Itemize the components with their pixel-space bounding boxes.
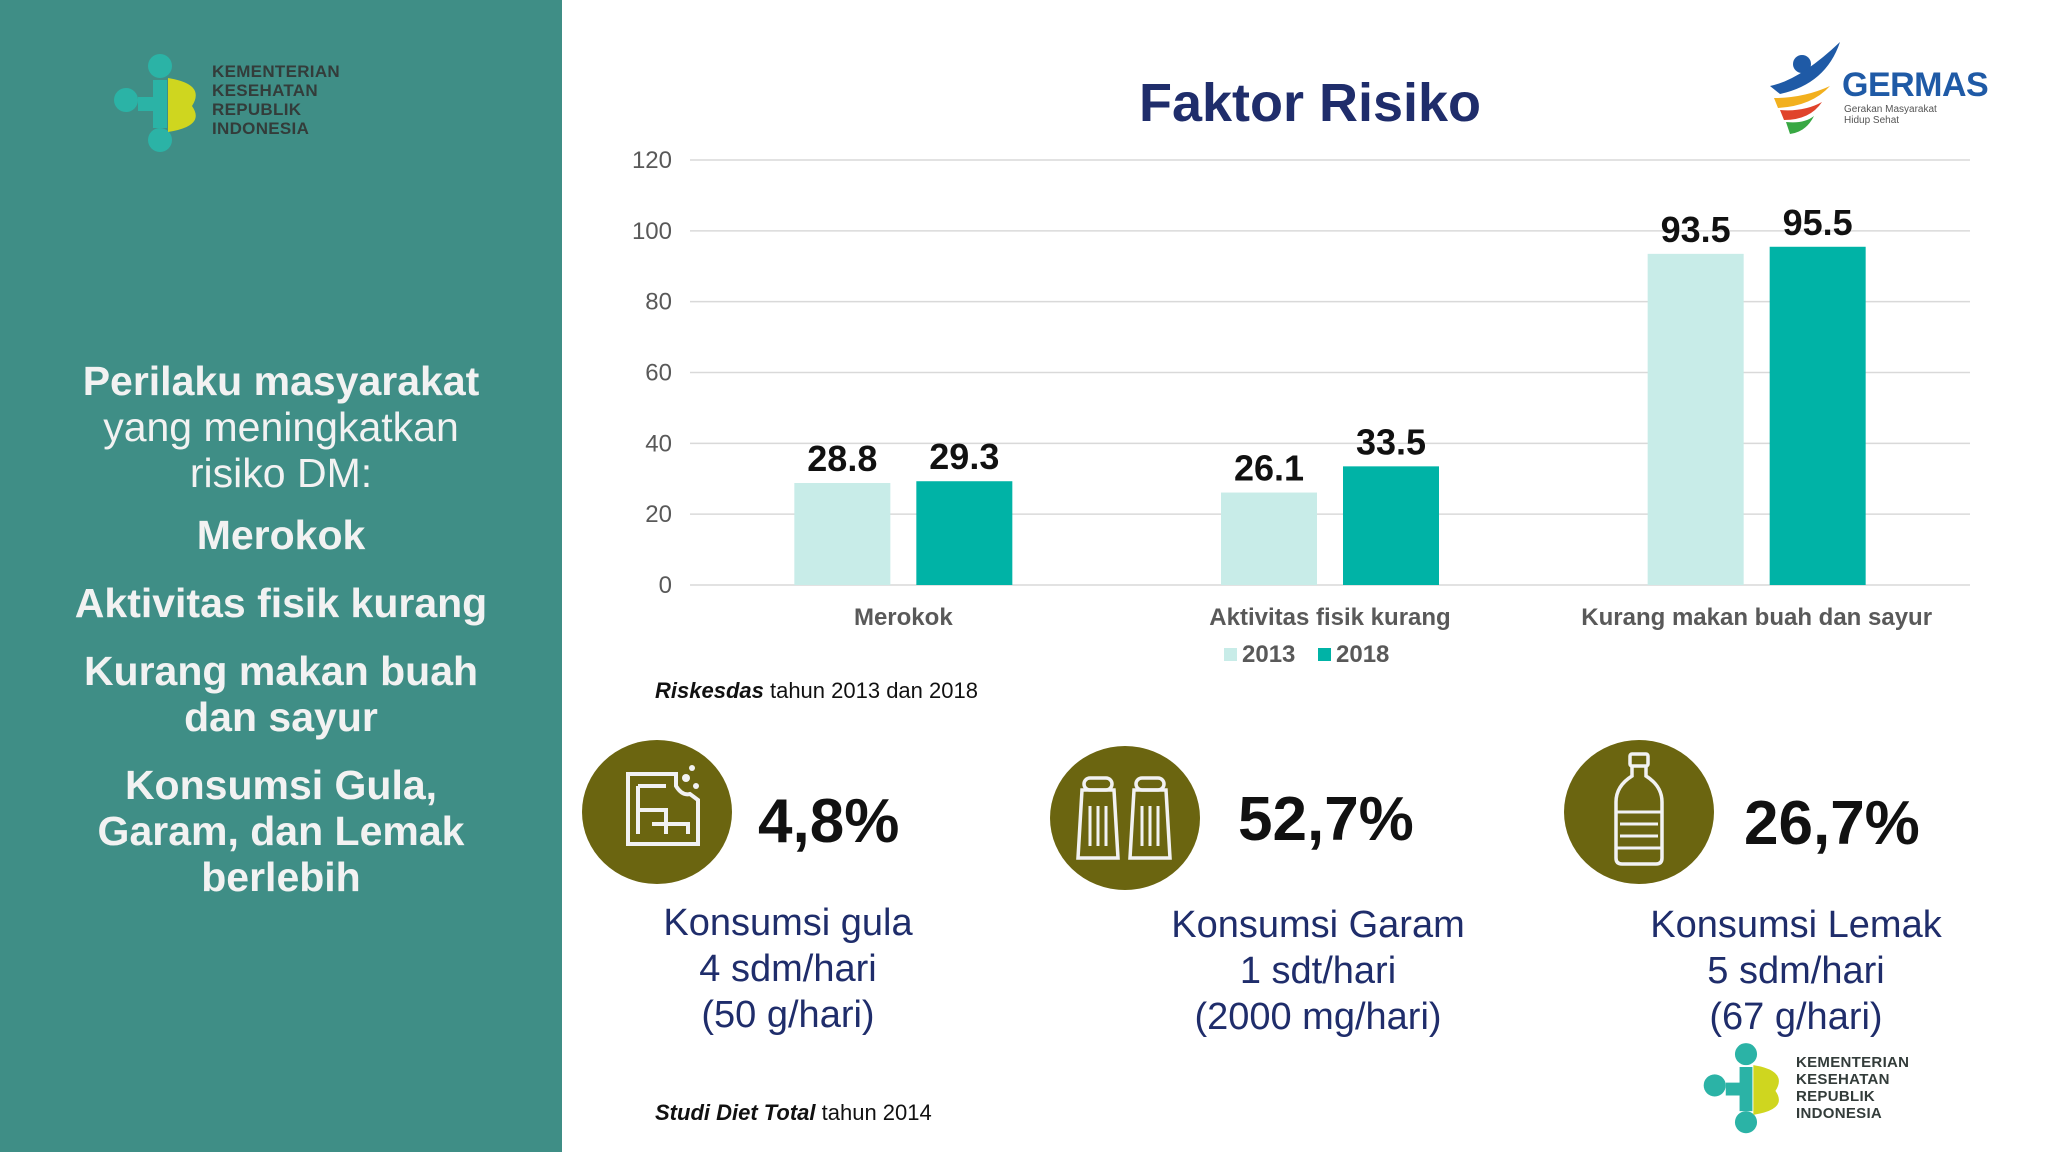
legend-swatch xyxy=(1224,648,1237,661)
sidebar-intro-line: yang meningkatkan xyxy=(103,404,459,450)
salt-shaker-icon xyxy=(1050,746,1200,890)
sidebar-item-label: Konsumsi Gula, xyxy=(124,762,438,808)
sidebar-intro: Perilaku masyarakat yang meningkatkan ri… xyxy=(0,358,562,496)
stat-label-line: 1 sdt/hari xyxy=(1239,950,1397,992)
data-label: 29.3 xyxy=(929,436,999,477)
sidebar-item-label: dan sayur xyxy=(184,694,378,740)
sidebar-item-merokok: Merokok xyxy=(0,512,562,558)
stat-label-line: (50 g/hari) xyxy=(701,994,875,1036)
germas-wordmark: GERMAS xyxy=(1842,66,1989,104)
y-tick-label: 20 xyxy=(645,501,672,528)
sidebar-intro-line: risiko DM: xyxy=(189,450,373,496)
stat-label-line: Konsumsi Garam xyxy=(1171,904,1465,946)
germas-logo: GERMAS Gerakan Masyarakat Hidup Sehat xyxy=(1760,36,1989,146)
bar xyxy=(916,481,1013,585)
germas-tagline: Hidup Sehat xyxy=(1844,115,1900,126)
logo-line: KEMENTERIAN xyxy=(212,62,340,81)
stat-label-line: Konsumsi Lemak xyxy=(1650,904,1942,946)
kemenkes-logo-bottom: KEMENTERIAN KESEHATAN REPUBLIK INDONESIA xyxy=(1700,1038,1930,1148)
sidebar-item-label: berlebih xyxy=(201,854,361,900)
stat-label-line: 4 sdm/hari xyxy=(699,948,877,990)
bar xyxy=(1769,246,1866,585)
germas-tagline: Gerakan Masyarakat xyxy=(1844,104,1937,115)
data-label: 28.8 xyxy=(807,438,877,479)
source-detail: tahun 2014 xyxy=(815,1100,932,1125)
x-tick-label: Kurang makan buah dan sayur xyxy=(1581,604,1932,631)
chart-source: Riskesdas tahun 2013 dan 2018 xyxy=(655,678,978,704)
stats-source: Studi Diet Total tahun 2014 xyxy=(655,1100,932,1126)
stat-label: Konsumsi gula 4 sdm/hari (50 g/hari) xyxy=(588,900,988,1038)
logo-line: INDONESIA xyxy=(212,119,310,138)
source-name: Riskesdas xyxy=(655,678,764,703)
sidebar-intro-bold: Perilaku masyarakat xyxy=(82,358,480,404)
data-label: 26.1 xyxy=(1234,448,1304,489)
sidebar-item-aktivitas: Aktivitas fisik kurang xyxy=(0,580,562,626)
stat-label-line: (2000 mg/hari) xyxy=(1194,996,1442,1038)
sidebar-item-label: Aktivitas fisik kurang xyxy=(74,580,488,626)
stat-percent: 52,7% xyxy=(1238,785,1414,854)
logo-line: KESEHATAN xyxy=(212,81,318,100)
y-tick-label: 0 xyxy=(659,572,672,599)
stat-label-line: 5 sdm/hari xyxy=(1707,950,1885,992)
sidebar-item-label: Garam, dan Lemak xyxy=(97,808,465,854)
legend-swatch xyxy=(1318,648,1331,661)
sidebar: KEMENTERIAN KESEHATAN REPUBLIK INDONESIA… xyxy=(0,0,562,1152)
logo-line: KESEHATAN xyxy=(1796,1071,1890,1088)
kemenkes-emblem-icon xyxy=(114,54,196,152)
logo-line: INDONESIA xyxy=(1796,1105,1883,1122)
x-tick-label: Merokok xyxy=(854,604,953,631)
sidebar-item-label: Kurang makan buah xyxy=(83,648,479,694)
sidebar-item-buah-sayur: Kurang makan buah dan sayur xyxy=(0,648,562,740)
bar xyxy=(794,483,891,585)
stat-percent: 4,8% xyxy=(758,787,900,856)
data-label: 95.5 xyxy=(1783,202,1853,243)
kemenkes-emblem-icon xyxy=(1703,1043,1779,1134)
stat-label: Konsumsi Lemak 5 sdm/hari (67 g/hari) xyxy=(1596,902,1996,1040)
x-tick-label: Aktivitas fisik kurang xyxy=(1209,604,1450,631)
stat-label: Konsumsi Garam 1 sdt/hari (2000 mg/hari) xyxy=(1118,902,1518,1040)
data-label: 93.5 xyxy=(1661,209,1731,250)
stat-label-line: (67 g/hari) xyxy=(1709,996,1883,1038)
source-detail: tahun 2013 dan 2018 xyxy=(763,678,978,703)
data-label: 33.5 xyxy=(1356,421,1426,462)
germas-emblem-icon xyxy=(1770,42,1840,134)
kemenkes-logo: KEMENTERIAN KESEHATAN REPUBLIK INDONESIA xyxy=(110,50,350,160)
oil-bottle-icon xyxy=(1564,740,1714,884)
legend-entry: 2013 xyxy=(1242,641,1295,668)
sidebar-item-konsumsi: Konsumsi Gula, Garam, dan Lemak berlebih xyxy=(0,762,562,900)
stat-percent: 26,7% xyxy=(1744,789,1920,858)
y-tick-label: 100 xyxy=(632,218,672,245)
risk-factor-bar-chart: 0 20 40 60 80 100 120 28.8 29.3 Merokok 26.1 33.5 Ak… xyxy=(632,147,1970,668)
page-title: Faktor Risiko xyxy=(1138,73,1482,133)
logo-line: REPUBLIK xyxy=(212,100,302,119)
y-tick-label: 40 xyxy=(645,430,672,457)
stat-label-line: Konsumsi gula xyxy=(663,902,913,944)
legend-entry: 2018 xyxy=(1336,641,1389,668)
bar xyxy=(1343,466,1439,585)
logo-line: REPUBLIK xyxy=(1796,1088,1876,1105)
logo-line: KEMENTERIAN xyxy=(1796,1054,1910,1071)
y-tick-label: 60 xyxy=(645,360,672,387)
y-tick-label: 80 xyxy=(645,289,672,316)
y-tick-label: 120 xyxy=(632,147,672,174)
bar xyxy=(1647,253,1744,585)
source-name: Studi Diet Total xyxy=(655,1100,816,1125)
sidebar-item-label: Merokok xyxy=(196,512,366,558)
sugar-cube-icon xyxy=(582,740,732,884)
bar xyxy=(1221,492,1317,585)
